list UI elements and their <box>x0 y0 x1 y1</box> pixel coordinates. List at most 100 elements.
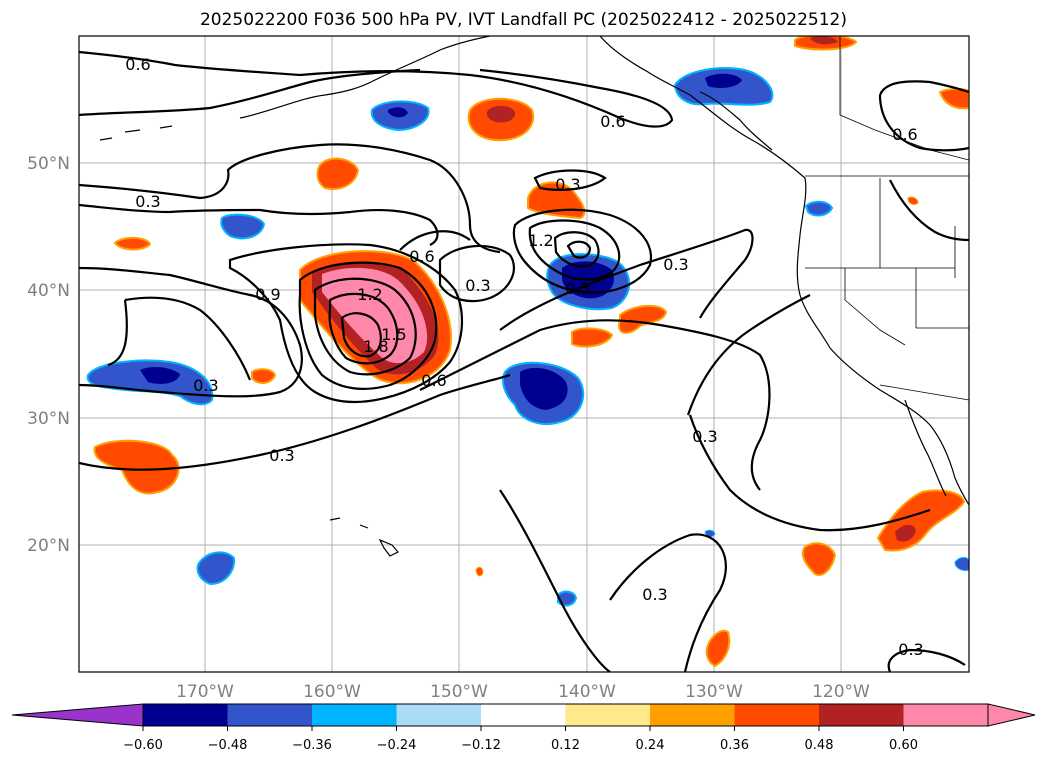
positive-region-2 <box>316 157 360 190</box>
negative-region-9 <box>804 200 834 217</box>
positive-anomaly-peak <box>322 267 428 364</box>
colorbar-tick-label: 0.24 <box>636 738 665 753</box>
contour-label: 0.9 <box>255 285 280 304</box>
lon-label-130w: 130°W <box>685 682 743 702</box>
contour-1.8-cutoff <box>340 312 382 358</box>
contour-label: 0.3 <box>555 175 580 194</box>
contour-label: 0.3 <box>565 279 590 298</box>
positive-region-8 <box>251 368 277 384</box>
contour-label: 1.5 <box>381 325 406 344</box>
contour-label: 1.2 <box>357 285 382 304</box>
colorbar-segment <box>650 704 735 726</box>
positive-region-6 <box>113 236 152 251</box>
lat-label-50n: 50°N <box>27 154 70 174</box>
lat-label-20n: 20°N <box>27 536 70 556</box>
colorbar-tick-label: 0.12 <box>551 738 580 753</box>
lon-label-150w: 150°W <box>430 682 488 702</box>
contour-0.3-south <box>499 489 611 672</box>
contour-label: 0.3 <box>692 427 717 446</box>
contour-0.3-northeast <box>889 179 969 242</box>
contour-labels: 0.6 0.6 0.6 0.3 0.3 0.9 1.2 1.5 1.8 0.6 … <box>125 55 923 659</box>
colorbar-segment <box>227 704 313 726</box>
colorbar-tick-label: 0.36 <box>720 738 749 753</box>
colorbar-segment <box>819 704 904 726</box>
colorbar-tick-label: −0.60 <box>123 738 163 753</box>
contour-0.3-north-cyclone <box>533 169 607 191</box>
negative-region-5 <box>220 213 266 240</box>
colorbar-tick-label: −0.12 <box>461 738 501 753</box>
contour-cyclone-inner <box>553 231 600 268</box>
positive-region-7 <box>93 439 180 495</box>
colorbar-extension-max <box>987 703 1036 727</box>
pv-contours <box>79 50 969 672</box>
pc-fill-regions <box>86 36 969 668</box>
contour-0.3-center <box>438 244 516 303</box>
positive-region-9 <box>571 327 614 348</box>
contour-1.5-cutoff <box>328 292 399 365</box>
contour-label: 1.8 <box>363 337 388 356</box>
contour-cyclone-outer <box>512 208 653 294</box>
latitude-labels: 50°N 40°N 30°N 20°N <box>27 154 70 556</box>
contour-label: 0.6 <box>600 112 625 131</box>
contour-0.6-northeast <box>878 80 969 152</box>
map-title: 2025022200 F036 500 hPa PV, IVT Landfall… <box>199 10 847 30</box>
colorbar-segment <box>312 704 397 726</box>
map-border <box>78 35 970 673</box>
contour-cyclone-mid <box>528 219 621 281</box>
positive-region-13 <box>705 629 731 668</box>
colorbar-extension-min <box>11 703 144 727</box>
positive-region-5 <box>938 88 969 110</box>
lon-label-120w: 120°W <box>812 682 870 702</box>
contour-0.9-cutoff <box>298 261 438 390</box>
contour-label: 0.3 <box>642 585 667 604</box>
positive-region-12 <box>801 542 837 576</box>
longitude-labels: 170°W 160°W 150°W 140°W 130°W 120°W <box>176 682 870 702</box>
contour-label: 0.3 <box>269 446 294 465</box>
contour-0.3-east <box>499 228 754 331</box>
colorbar: −0.60 −0.48 −0.36 −0.24 −0.12 0.12 0.24 0.36 0.4… <box>11 703 1036 753</box>
colorbar-segment <box>143 704 228 726</box>
contour-0.9-left <box>79 266 303 398</box>
colorbar-tick-label: −0.36 <box>292 738 332 753</box>
negative-region-7 <box>196 551 236 586</box>
contour-label: 0.3 <box>135 192 160 211</box>
contour-0.3-diagonal <box>686 294 931 532</box>
contour-0.6-north <box>79 50 674 128</box>
lon-label-170w: 170°W <box>176 682 234 702</box>
lon-label-160w: 160°W <box>303 682 361 702</box>
contour-cyclone-core <box>566 240 592 259</box>
contour-0.6-cutoff <box>228 243 464 404</box>
contour-0.3-north <box>79 143 501 254</box>
colorbar-tick-label: −0.48 <box>208 738 248 753</box>
contour-0.3-far-left <box>79 203 439 246</box>
contour-label: 0.3 <box>663 255 688 274</box>
contour-0.3-mid <box>79 373 511 471</box>
contour-0.6-south <box>419 319 771 491</box>
lat-label-40n: 40°N <box>27 281 70 301</box>
colorbar-segment <box>734 704 820 726</box>
colorbar-segment <box>903 704 989 726</box>
contour-label: 0.3 <box>193 376 218 395</box>
lat-label-30n: 30°N <box>27 409 70 429</box>
lon-label-140w: 140°W <box>558 682 616 702</box>
positive-region-10 <box>618 304 668 334</box>
colorbar-tick-label: −0.24 <box>377 738 417 753</box>
coastlines <box>99 36 969 557</box>
contour-0.6-mid <box>399 230 471 251</box>
contour-label: 0.6 <box>125 55 150 74</box>
colorbar-segment <box>396 704 482 726</box>
borders <box>805 36 969 401</box>
colorbar-segment <box>481 704 566 726</box>
contour-label: 0.6 <box>421 371 446 390</box>
contour-label: 0.3 <box>465 276 490 295</box>
contour-1.2-cutoff <box>313 277 417 376</box>
contour-0.3-west <box>107 296 252 381</box>
positive-region-14 <box>475 566 484 577</box>
contour-label: 0.6 <box>409 247 434 266</box>
colorbar-tick-label: 0.48 <box>805 738 834 753</box>
contour-0.3-lower-right <box>609 533 727 672</box>
contour-label: 1.2 <box>528 231 553 250</box>
contour-0.6-upper-left <box>79 68 421 117</box>
contour-label: 0.6 <box>892 125 917 144</box>
